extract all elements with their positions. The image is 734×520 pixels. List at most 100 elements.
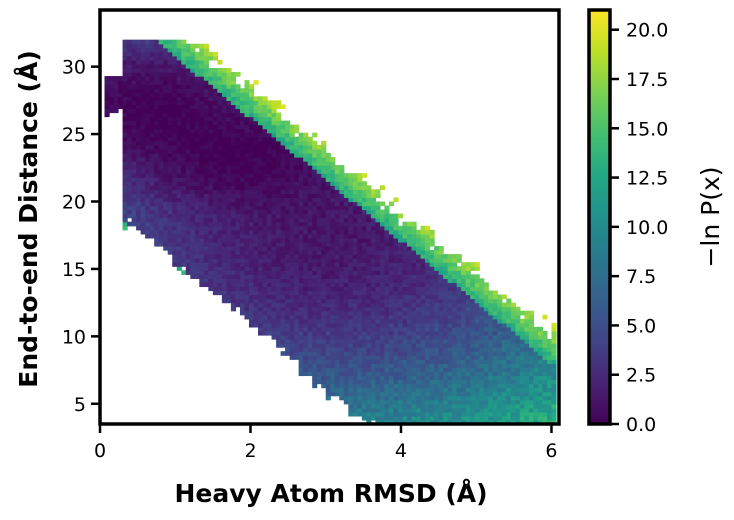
heatmap-cell [447,298,453,304]
heatmap-cell [294,294,300,300]
heatmap-cell [239,177,246,182]
heatmap-cell [258,270,264,275]
heatmap-cell [416,335,422,340]
heatmap-cell [276,161,282,166]
heatmap-cell [352,326,358,332]
heatmap-cell [492,330,498,336]
heatmap-cell [271,245,277,251]
heatmap-cell [258,165,264,170]
heatmap-cell [226,298,232,304]
heatmap-cell [420,294,426,300]
heatmap-cell [280,132,286,138]
heatmap-cell [366,347,372,352]
heatmap-cell [307,245,313,251]
heatmap-cell [470,322,476,328]
heatmap-cell [158,63,164,69]
heatmap-cell [325,314,331,320]
heatmap-cell [203,213,209,219]
heatmap-cell [131,189,137,195]
heatmap-cell [289,266,295,271]
heatmap-cell [194,55,200,61]
heatmap-cell [361,197,367,203]
heatmap-cell [258,116,264,122]
heatmap-cell [334,165,340,170]
heatmap-cell [203,156,209,162]
heatmap-cell [434,387,440,393]
heatmap-cell [348,383,354,389]
heatmap-cell [131,140,137,146]
heatmap-cell [352,286,358,292]
heatmap-cell [226,201,232,207]
heatmap-cell [420,379,426,385]
heatmap-cell [303,144,309,150]
heatmap-cell [244,298,250,304]
heatmap-cell [307,343,313,348]
heatmap-cell [537,391,544,397]
heatmap-cell [158,221,164,227]
heatmap-cell [330,351,336,356]
heatmap-cell [479,294,485,300]
heatmap-cell [438,294,444,300]
heatmap-cell [321,205,327,211]
heatmap-cell [185,173,191,178]
heatmap-cell [542,347,548,352]
heatmap-cell [325,326,331,332]
heatmap-cell [443,274,449,279]
heatmap-cell [443,294,449,300]
heatmap-cell [429,250,435,255]
heatmap-cell [212,161,218,166]
heatmap-cell [420,330,426,336]
heatmap-cell [149,128,155,134]
heatmap-cell [438,290,444,296]
heatmap-cell [515,359,521,364]
heatmap-cell [158,229,164,235]
heatmap-cell [357,217,363,223]
heatmap-cell [140,96,146,101]
heatmap-cell [515,379,521,385]
heatmap-cell [528,399,535,405]
heatmap-cell [361,189,367,195]
heatmap-cell [172,181,178,186]
heatmap-cell [420,245,426,251]
heatmap-cell [497,310,503,316]
heatmap-cell [506,415,512,421]
heatmap-cell [379,270,386,275]
heatmap-cell [348,330,354,336]
heatmap-cell [312,314,318,320]
heatmap-cell [248,290,255,296]
heatmap-cell [289,347,295,352]
heatmap-cell [510,359,516,364]
heatmap-cell [366,302,372,308]
heatmap-cell [181,254,187,259]
heatmap-cell [402,225,408,231]
heatmap-cell [411,233,417,239]
heatmap-cell [330,205,336,211]
heatmap-cell [267,229,273,235]
heatmap-cell [217,278,223,284]
heatmap-cell [501,306,507,312]
heatmap-cell [136,80,142,85]
heatmap-cell [258,262,264,267]
heatmap-cell [325,241,331,247]
heatmap-cell [429,351,435,356]
heatmap-cell [230,161,237,166]
heatmap-cell [163,225,169,231]
heatmap-cell [235,177,241,182]
heatmap-cell [267,148,273,154]
heatmap-cell [280,290,286,296]
heatmap-cell [330,209,336,215]
heatmap-cell [483,363,489,368]
heatmap-cell [492,391,498,397]
heatmap-cell [230,217,237,223]
heatmap-cell [375,359,381,364]
heatmap-cell [190,51,196,57]
heatmap-cell [510,395,516,401]
heatmap-cell [402,266,408,271]
heatmap-cell [339,274,345,279]
heatmap-cell [361,326,367,332]
heatmap-cell [375,233,381,239]
heatmap-cell [298,330,304,336]
heatmap-cell [131,136,137,142]
heatmap-cell [230,120,237,126]
